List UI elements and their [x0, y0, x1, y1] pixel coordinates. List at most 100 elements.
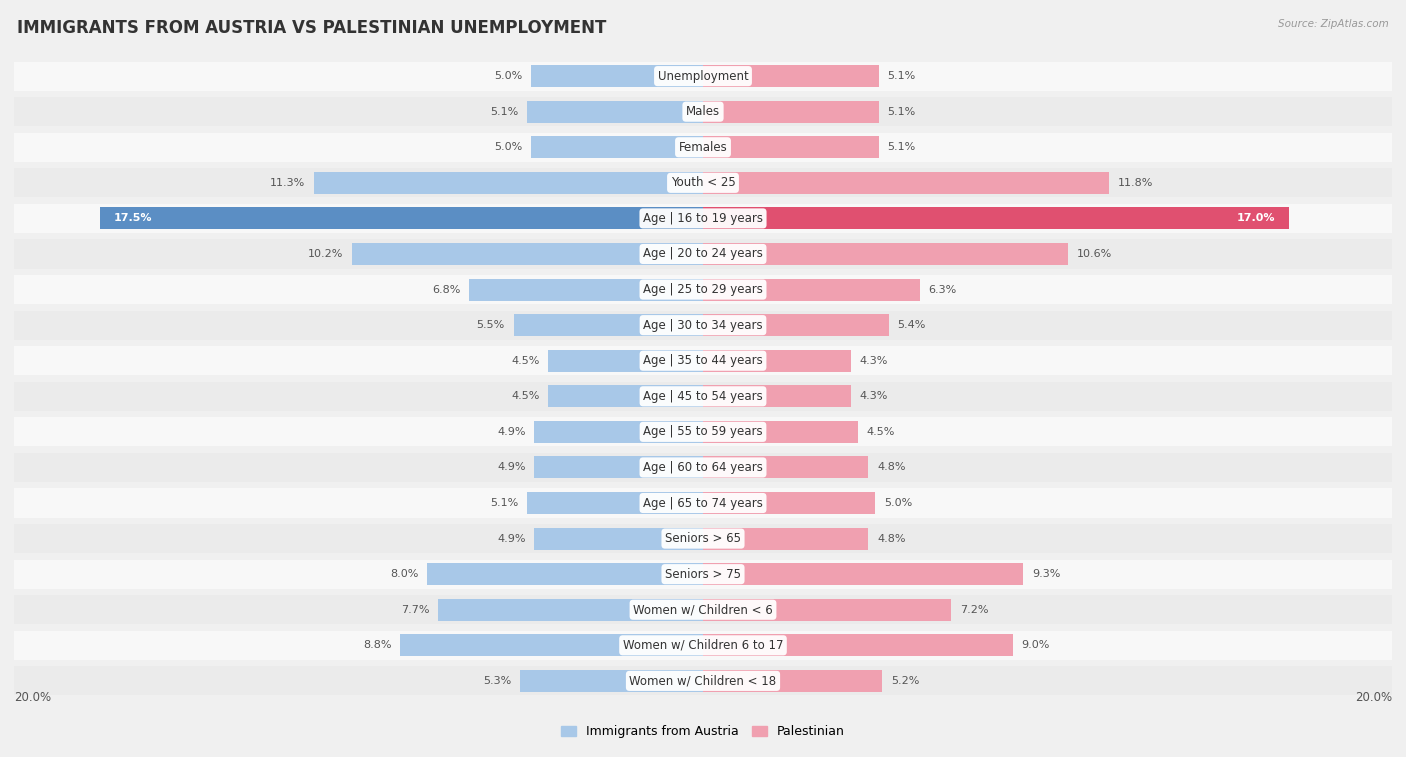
- Text: 4.5%: 4.5%: [510, 391, 540, 401]
- Bar: [703, 528, 869, 550]
- Bar: [703, 492, 875, 514]
- Text: Women w/ Children < 18: Women w/ Children < 18: [630, 674, 776, 687]
- Bar: [527, 492, 703, 514]
- Bar: [703, 101, 879, 123]
- Text: 7.7%: 7.7%: [401, 605, 429, 615]
- Text: 4.5%: 4.5%: [510, 356, 540, 366]
- Bar: [703, 136, 879, 158]
- Text: 7.2%: 7.2%: [960, 605, 988, 615]
- Text: 17.5%: 17.5%: [114, 213, 152, 223]
- Text: Seniors > 65: Seniors > 65: [665, 532, 741, 545]
- Bar: [548, 350, 703, 372]
- Text: Source: ZipAtlas.com: Source: ZipAtlas.com: [1278, 19, 1389, 29]
- Bar: [531, 136, 703, 158]
- Bar: [703, 421, 858, 443]
- Text: Youth < 25: Youth < 25: [671, 176, 735, 189]
- Bar: [14, 97, 1392, 126]
- Bar: [399, 634, 703, 656]
- Bar: [703, 634, 1012, 656]
- Bar: [534, 421, 703, 443]
- Text: 5.5%: 5.5%: [477, 320, 505, 330]
- Text: 10.2%: 10.2%: [308, 249, 343, 259]
- Text: 4.9%: 4.9%: [498, 427, 526, 437]
- Bar: [14, 666, 1392, 696]
- Bar: [513, 314, 703, 336]
- Text: 5.0%: 5.0%: [494, 142, 522, 152]
- Text: 8.8%: 8.8%: [363, 640, 391, 650]
- Bar: [14, 453, 1392, 482]
- Text: 11.3%: 11.3%: [270, 178, 305, 188]
- Bar: [703, 385, 851, 407]
- Text: 5.1%: 5.1%: [887, 71, 915, 81]
- Text: 5.4%: 5.4%: [897, 320, 927, 330]
- Bar: [703, 599, 950, 621]
- Bar: [468, 279, 703, 301]
- Text: IMMIGRANTS FROM AUSTRIA VS PALESTINIAN UNEMPLOYMENT: IMMIGRANTS FROM AUSTRIA VS PALESTINIAN U…: [17, 19, 606, 37]
- Text: Age | 60 to 64 years: Age | 60 to 64 years: [643, 461, 763, 474]
- Text: Males: Males: [686, 105, 720, 118]
- Bar: [548, 385, 703, 407]
- Bar: [703, 350, 851, 372]
- Text: 4.8%: 4.8%: [877, 534, 905, 544]
- Text: 6.8%: 6.8%: [432, 285, 460, 294]
- Text: 5.0%: 5.0%: [884, 498, 912, 508]
- Bar: [14, 132, 1392, 162]
- Bar: [100, 207, 703, 229]
- Text: 5.1%: 5.1%: [491, 107, 519, 117]
- Bar: [14, 239, 1392, 269]
- Bar: [14, 346, 1392, 375]
- Text: 6.3%: 6.3%: [928, 285, 957, 294]
- Bar: [352, 243, 703, 265]
- Bar: [703, 563, 1024, 585]
- Text: 20.0%: 20.0%: [14, 691, 51, 704]
- Bar: [703, 314, 889, 336]
- Text: 4.5%: 4.5%: [866, 427, 896, 437]
- Text: 5.1%: 5.1%: [491, 498, 519, 508]
- Bar: [703, 456, 869, 478]
- Text: Unemployment: Unemployment: [658, 70, 748, 83]
- Bar: [314, 172, 703, 194]
- Text: 5.3%: 5.3%: [484, 676, 512, 686]
- Bar: [703, 279, 920, 301]
- Text: 5.2%: 5.2%: [891, 676, 920, 686]
- Text: Age | 30 to 34 years: Age | 30 to 34 years: [643, 319, 763, 332]
- Text: 4.9%: 4.9%: [498, 534, 526, 544]
- Text: Seniors > 75: Seniors > 75: [665, 568, 741, 581]
- Text: Women w/ Children < 6: Women w/ Children < 6: [633, 603, 773, 616]
- Text: 10.6%: 10.6%: [1077, 249, 1112, 259]
- Text: 4.3%: 4.3%: [859, 391, 889, 401]
- Text: Age | 16 to 19 years: Age | 16 to 19 years: [643, 212, 763, 225]
- Bar: [531, 65, 703, 87]
- Text: Females: Females: [679, 141, 727, 154]
- Bar: [14, 61, 1392, 91]
- Text: Age | 65 to 74 years: Age | 65 to 74 years: [643, 497, 763, 509]
- Text: 5.1%: 5.1%: [887, 107, 915, 117]
- Bar: [14, 310, 1392, 340]
- Bar: [703, 172, 1109, 194]
- Text: Age | 25 to 29 years: Age | 25 to 29 years: [643, 283, 763, 296]
- Bar: [14, 168, 1392, 198]
- Bar: [14, 204, 1392, 233]
- Bar: [14, 595, 1392, 625]
- Bar: [437, 599, 703, 621]
- Text: Age | 45 to 54 years: Age | 45 to 54 years: [643, 390, 763, 403]
- Text: 4.3%: 4.3%: [859, 356, 889, 366]
- Text: 9.3%: 9.3%: [1032, 569, 1060, 579]
- Text: 4.8%: 4.8%: [877, 463, 905, 472]
- Legend: Immigrants from Austria, Palestinian: Immigrants from Austria, Palestinian: [557, 721, 849, 743]
- Bar: [534, 528, 703, 550]
- Text: 5.0%: 5.0%: [494, 71, 522, 81]
- Text: 4.9%: 4.9%: [498, 463, 526, 472]
- Bar: [703, 65, 879, 87]
- Text: Age | 20 to 24 years: Age | 20 to 24 years: [643, 248, 763, 260]
- Bar: [14, 488, 1392, 518]
- Bar: [14, 631, 1392, 660]
- Text: 5.1%: 5.1%: [887, 142, 915, 152]
- Bar: [14, 417, 1392, 447]
- Text: Age | 35 to 44 years: Age | 35 to 44 years: [643, 354, 763, 367]
- Text: 8.0%: 8.0%: [391, 569, 419, 579]
- Text: 9.0%: 9.0%: [1022, 640, 1050, 650]
- Bar: [703, 243, 1069, 265]
- Bar: [527, 101, 703, 123]
- Bar: [14, 275, 1392, 304]
